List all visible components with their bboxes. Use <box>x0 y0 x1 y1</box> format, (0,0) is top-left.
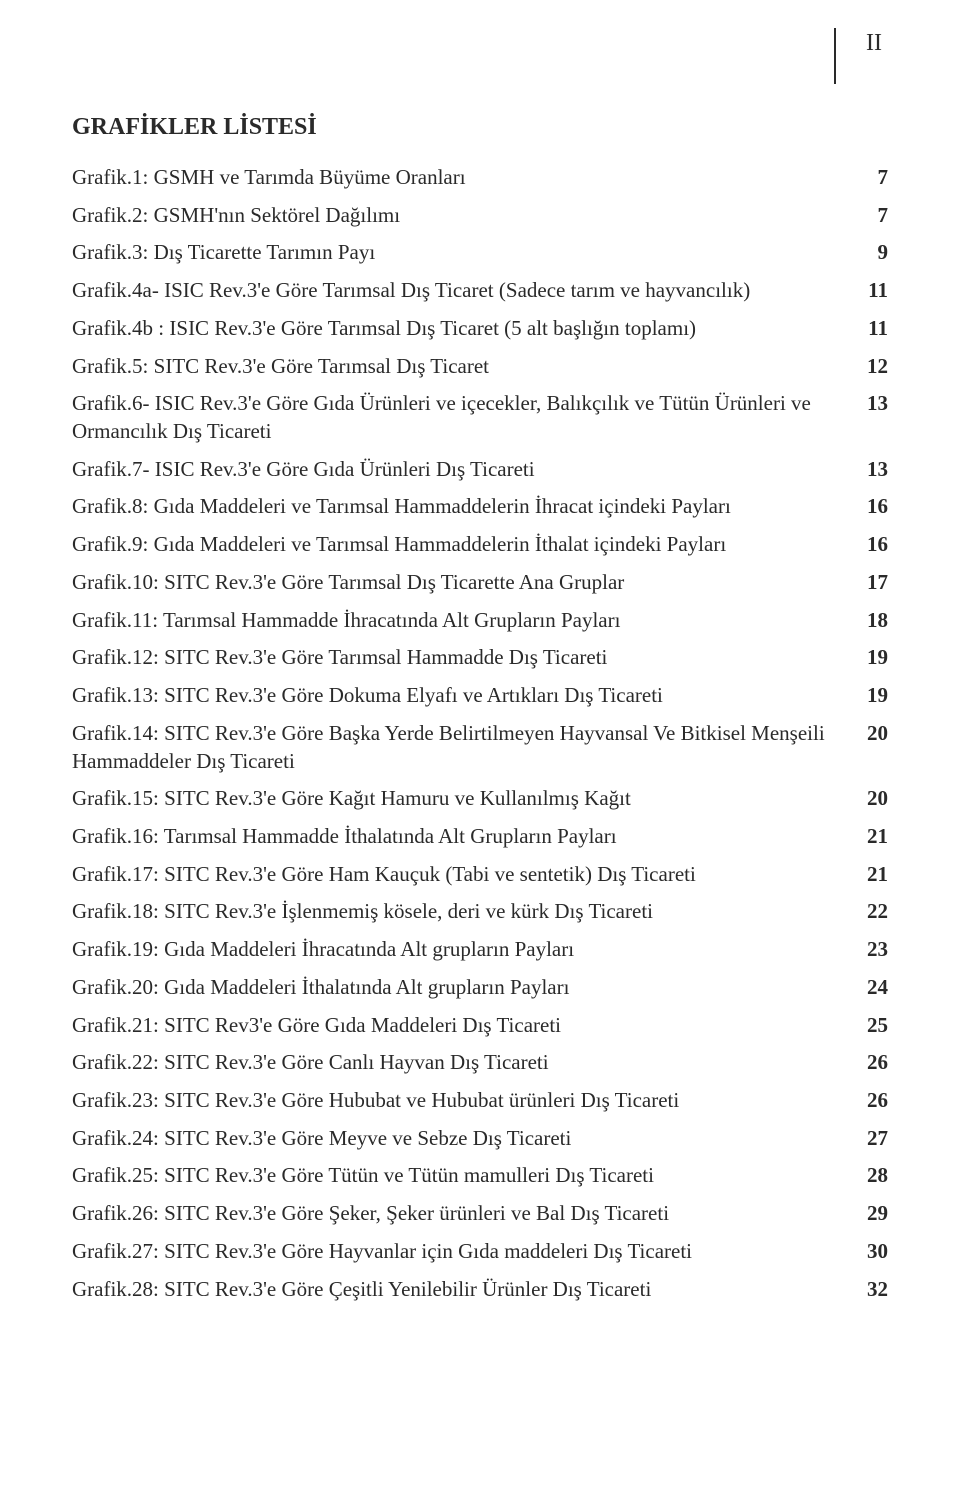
toc-entry-label: Grafik.8: Gıda Maddeleri ve Tarımsal Ham… <box>72 493 852 521</box>
toc-entry-label: Grafik.15: SITC Rev.3'e Göre Kağıt Hamur… <box>72 785 852 813</box>
toc-entry-label: Grafik.23: SITC Rev.3'e Göre Hububat ve … <box>72 1087 852 1115</box>
toc-row: Grafik.19: Gıda Maddeleri İhracatında Al… <box>72 931 888 969</box>
toc-entry-page: 26 <box>852 1087 888 1115</box>
toc-entry-label: Grafik.19: Gıda Maddeleri İhracatında Al… <box>72 936 852 964</box>
section-title: GRAFİKLER LİSTESİ <box>72 114 888 141</box>
toc-entry-page: 13 <box>852 390 888 418</box>
toc-row: Grafik.5: SITC Rev.3'e Göre Tarımsal Dış… <box>72 348 888 386</box>
toc-entry-page: 16 <box>852 493 888 521</box>
toc-entry-label: Grafik.27: SITC Rev.3'e Göre Hayvanlar i… <box>72 1238 852 1266</box>
toc-entry-label: Grafik.17: SITC Rev.3'e Göre Ham Kauçuk … <box>72 861 852 889</box>
toc-row: Grafik.2: GSMH'nın Sektörel Dağılımı7 <box>72 197 888 235</box>
toc-entry-page: 17 <box>852 569 888 597</box>
page-number-box: II <box>834 28 888 84</box>
toc-entry-label: Grafik.3: Dış Ticarette Tarımın Payı <box>72 239 852 267</box>
toc-entry-label: Grafik.4b : ISIC Rev.3'e Göre Tarımsal D… <box>72 315 852 343</box>
toc-entry-page: 21 <box>852 823 888 851</box>
toc-entry-label: Grafik.10: SITC Rev.3'e Göre Tarımsal Dı… <box>72 569 852 597</box>
toc-entry-page: 9 <box>852 239 888 267</box>
toc-row: Grafik.25: SITC Rev.3'e Göre Tütün ve Tü… <box>72 1157 888 1195</box>
toc-entry-page: 25 <box>852 1012 888 1040</box>
toc-row: Grafik.10: SITC Rev.3'e Göre Tarımsal Dı… <box>72 564 888 602</box>
toc-row: Grafik.13: SITC Rev.3'e Göre Dokuma Elya… <box>72 677 888 715</box>
toc-row: Grafik.16: Tarımsal Hammadde İthalatında… <box>72 818 888 856</box>
toc-entry-label: Grafik.13: SITC Rev.3'e Göre Dokuma Elya… <box>72 682 852 710</box>
toc-row: Grafik.18: SITC Rev.3'e İşlenmemiş kösel… <box>72 893 888 931</box>
toc-row: Grafik.24: SITC Rev.3'e Göre Meyve ve Se… <box>72 1120 888 1158</box>
toc-entry-label: Grafik.16: Tarımsal Hammadde İthalatında… <box>72 823 852 851</box>
toc-entry-page: 19 <box>852 682 888 710</box>
toc-entry-page: 23 <box>852 936 888 964</box>
toc-entry-page: 16 <box>852 531 888 559</box>
toc-row: Grafik.1: GSMH ve Tarımda Büyüme Oranlar… <box>72 159 888 197</box>
toc-row: Grafik.21: SITC Rev3'e Göre Gıda Maddele… <box>72 1007 888 1045</box>
toc-entry-label: Grafik.11: Tarımsal Hammadde İhracatında… <box>72 607 852 635</box>
toc-row: Grafik.28: SITC Rev.3'e Göre Çeşitli Yen… <box>72 1271 888 1309</box>
toc-entry-page: 20 <box>852 785 888 813</box>
toc-entry-page: 26 <box>852 1049 888 1077</box>
toc-entry-page: 28 <box>852 1162 888 1190</box>
toc-row: Grafik.15: SITC Rev.3'e Göre Kağıt Hamur… <box>72 780 888 818</box>
page-number: II <box>866 30 882 56</box>
toc-entry-page: 29 <box>852 1200 888 1228</box>
toc-row: Grafik.4b : ISIC Rev.3'e Göre Tarımsal D… <box>72 310 888 348</box>
toc-row: Grafik.12: SITC Rev.3'e Göre Tarımsal Ha… <box>72 639 888 677</box>
toc-entry-label: Grafik.9: Gıda Maddeleri ve Tarımsal Ham… <box>72 531 852 559</box>
toc-row: Grafik.23: SITC Rev.3'e Göre Hububat ve … <box>72 1082 888 1120</box>
toc-entry-label: Grafik.18: SITC Rev.3'e İşlenmemiş kösel… <box>72 898 852 926</box>
toc-entry-page: 7 <box>852 202 888 230</box>
toc-entry-label: Grafik.6- ISIC Rev.3'e Göre Gıda Ürünler… <box>72 390 852 445</box>
toc-row: Grafik.7- ISIC Rev.3'e Göre Gıda Ürünler… <box>72 451 888 489</box>
toc-entry-label: Grafik.2: GSMH'nın Sektörel Dağılımı <box>72 202 852 230</box>
toc-row: Grafik.27: SITC Rev.3'e Göre Hayvanlar i… <box>72 1233 888 1271</box>
toc-row: Grafik.9: Gıda Maddeleri ve Tarımsal Ham… <box>72 526 888 564</box>
toc-entry-label: Grafik.28: SITC Rev.3'e Göre Çeşitli Yen… <box>72 1276 852 1304</box>
toc-row: Grafik.4a- ISIC Rev.3'e Göre Tarımsal Dı… <box>72 272 888 310</box>
toc-entry-page: 11 <box>852 315 888 343</box>
toc-row: Grafik.3: Dış Ticarette Tarımın Payı9 <box>72 234 888 272</box>
toc-entry-label: Grafik.25: SITC Rev.3'e Göre Tütün ve Tü… <box>72 1162 852 1190</box>
toc-entry-page: 12 <box>852 353 888 381</box>
toc-entry-label: Grafik.1: GSMH ve Tarımda Büyüme Oranlar… <box>72 164 852 192</box>
toc-entry-page: 7 <box>852 164 888 192</box>
toc-entry-page: 30 <box>852 1238 888 1266</box>
toc-row: Grafik.8: Gıda Maddeleri ve Tarımsal Ham… <box>72 488 888 526</box>
toc-entry-label: Grafik.5: SITC Rev.3'e Göre Tarımsal Dış… <box>72 353 852 381</box>
toc-entry-page: 27 <box>852 1125 888 1153</box>
toc-entry-label: Grafik.26: SITC Rev.3'e Göre Şeker, Şeke… <box>72 1200 852 1228</box>
toc-entry-label: Grafik.21: SITC Rev3'e Göre Gıda Maddele… <box>72 1012 852 1040</box>
toc-entry-page: 22 <box>852 898 888 926</box>
toc-row: Grafik.17: SITC Rev.3'e Göre Ham Kauçuk … <box>72 856 888 894</box>
toc-entry-label: Grafik.7- ISIC Rev.3'e Göre Gıda Ürünler… <box>72 456 852 484</box>
toc-row: Grafik.14: SITC Rev.3'e Göre Başka Yerde… <box>72 715 888 780</box>
toc-row: Grafik.6- ISIC Rev.3'e Göre Gıda Ürünler… <box>72 385 888 450</box>
toc-entry-page: 13 <box>852 456 888 484</box>
toc-entry-page: 32 <box>852 1276 888 1304</box>
toc-entry-label: Grafik.14: SITC Rev.3'e Göre Başka Yerde… <box>72 720 852 775</box>
toc-entry-label: Grafik.4a- ISIC Rev.3'e Göre Tarımsal Dı… <box>72 277 852 305</box>
toc-entry-page: 19 <box>852 644 888 672</box>
toc-entry-page: 11 <box>852 277 888 305</box>
page-header: II <box>72 28 888 84</box>
toc-entry-page: 18 <box>852 607 888 635</box>
toc-entry-label: Grafik.24: SITC Rev.3'e Göre Meyve ve Se… <box>72 1125 852 1153</box>
toc-entry-page: 24 <box>852 974 888 1002</box>
toc-entry-label: Grafik.12: SITC Rev.3'e Göre Tarımsal Ha… <box>72 644 852 672</box>
toc-entry-label: Grafik.20: Gıda Maddeleri İthalatında Al… <box>72 974 852 1002</box>
toc-row: Grafik.26: SITC Rev.3'e Göre Şeker, Şeke… <box>72 1195 888 1233</box>
toc-row: Grafik.20: Gıda Maddeleri İthalatında Al… <box>72 969 888 1007</box>
toc-list: Grafik.1: GSMH ve Tarımda Büyüme Oranlar… <box>72 159 888 1308</box>
toc-row: Grafik.22: SITC Rev.3'e Göre Canlı Hayva… <box>72 1044 888 1082</box>
toc-entry-label: Grafik.22: SITC Rev.3'e Göre Canlı Hayva… <box>72 1049 852 1077</box>
toc-entry-page: 20 <box>852 720 888 748</box>
toc-row: Grafik.11: Tarımsal Hammadde İhracatında… <box>72 602 888 640</box>
toc-entry-page: 21 <box>852 861 888 889</box>
